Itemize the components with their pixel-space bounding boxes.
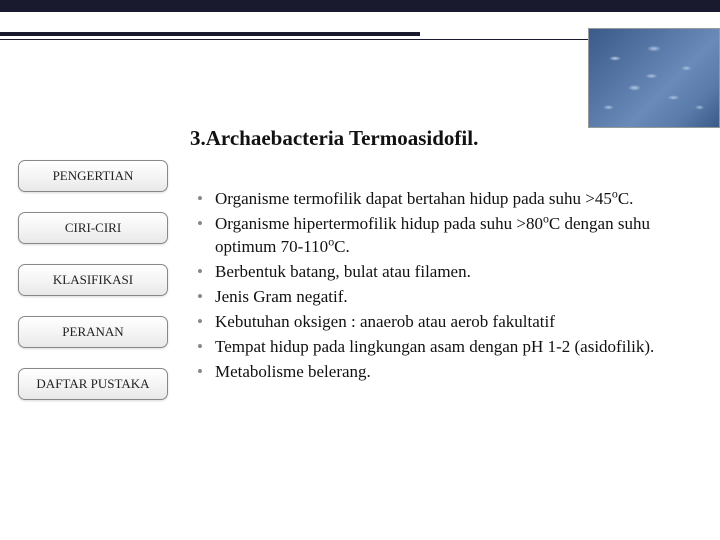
nav-btn-klasifikasi[interactable]: KLASIFIKASI — [18, 264, 168, 296]
content-area: Organisme termofilik dapat bertahan hidu… — [195, 188, 695, 386]
list-item: Berbentuk batang, bulat atau filamen. — [195, 261, 695, 284]
list-item: Organisme termofilik dapat bertahan hidu… — [195, 188, 695, 211]
list-item: Tempat hidup pada lingkungan asam dengan… — [195, 336, 695, 359]
sidebar-nav: PENGERTIAN CIRI-CIRI KLASIFIKASI PERANAN… — [18, 160, 168, 400]
list-item: Organisme hipertermofilik hidup pada suh… — [195, 213, 695, 259]
rule-thick — [0, 32, 420, 36]
nav-btn-ciri-ciri[interactable]: CIRI-CIRI — [18, 212, 168, 244]
list-item: Jenis Gram negatif. — [195, 286, 695, 309]
nav-btn-peranan[interactable]: PERANAN — [18, 316, 168, 348]
nav-btn-daftar-pustaka[interactable]: DAFTAR PUSTAKA — [18, 368, 168, 400]
nav-btn-pengertian[interactable]: PENGERTIAN — [18, 160, 168, 192]
list-item: Metabolisme belerang. — [195, 361, 695, 384]
list-item: Kebutuhan oksigen : anaerob atau aerob f… — [195, 311, 695, 334]
bullet-list: Organisme termofilik dapat bertahan hidu… — [195, 188, 695, 384]
top-accent-bar — [0, 0, 720, 12]
page-title: 3.Archaebacteria Termoasidofil. — [190, 126, 478, 151]
bacteria-decor-image — [588, 28, 720, 128]
